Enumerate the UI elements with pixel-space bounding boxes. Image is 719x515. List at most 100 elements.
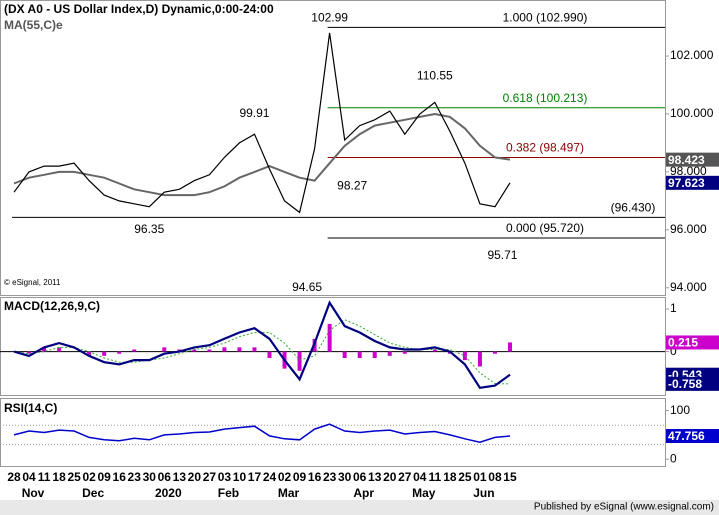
histogram-bar [57, 347, 62, 352]
histogram-bar [132, 349, 137, 352]
month-label: Nov [22, 486, 45, 500]
month-label: May [412, 486, 436, 500]
x-tick-label: 18 [443, 470, 457, 484]
chart-title: (DX A0 - US Dollar Index,D) Dynamic,0:00… [4, 2, 274, 16]
price-annotation: 95.71 [487, 248, 517, 262]
fib-label: 1.000 (102.990) [503, 11, 588, 25]
histogram-bar [432, 349, 437, 352]
histogram-bar [192, 349, 197, 352]
y-tick-label: 1 [670, 301, 677, 315]
histogram-bar [492, 351, 497, 354]
price-annotation: 96.35 [134, 222, 164, 236]
histogram-bar [162, 347, 167, 352]
credit: © eSignal, 2011 [4, 278, 61, 287]
y-tick-label: 0 [670, 451, 677, 465]
histogram-bar [402, 351, 407, 354]
price-last-value: 97.623 [668, 176, 705, 190]
x-tick-label: 25 [67, 470, 81, 484]
x-tick-label: 02 [82, 470, 96, 484]
ma-legend: MA(55,C)e [4, 18, 63, 32]
month-label: 2020 [155, 486, 182, 500]
signal-last-value: -0.758 [668, 377, 702, 391]
price-last-value-box [666, 175, 719, 190]
x-tick-label: 08 [488, 470, 502, 484]
moving-average [13, 112, 511, 197]
ma-last-value-box [666, 152, 719, 167]
histogram-bar [117, 351, 122, 354]
x-tick-label: 09 [98, 470, 112, 484]
x-tick-label: 28 [7, 470, 21, 484]
macd-title: MACD(12,26,9,C) [4, 299, 100, 313]
x-tick-label: 06 [353, 470, 367, 484]
month-label: Apr [353, 486, 374, 500]
month-label: Jun [473, 486, 494, 500]
x-tick-label: 18 [52, 470, 66, 484]
x-tick-label: 15 [503, 470, 517, 484]
y-tick-label: 102.000 [670, 48, 714, 62]
macd-panel [0, 297, 666, 396]
x-tick-label: 23 [323, 470, 337, 484]
x-tick-label: 04 [413, 470, 427, 484]
histogram-bar [387, 351, 392, 356]
rsi-line [13, 423, 511, 443]
x-tick-label: 30 [338, 470, 352, 484]
x-tick-label: 06 [158, 470, 172, 484]
histogram-bar [102, 351, 107, 356]
price-annotation: 99.91 [239, 106, 269, 120]
x-tick-label: 20 [188, 470, 202, 484]
x-tick-label: 13 [368, 470, 382, 484]
fib-label: 0.382 (98.497) [506, 141, 584, 155]
price-annotation: 110.55 [417, 68, 453, 82]
rsi-title: RSI(14,C) [4, 401, 57, 415]
price-line [13, 32, 511, 214]
histogram-bar [372, 351, 377, 358]
macd-line [13, 300, 511, 389]
histogram-bar [462, 351, 467, 361]
x-tick-label: 17 [248, 470, 262, 484]
x-tick-label: 03 [218, 470, 232, 484]
x-tick-label: 20 [383, 470, 397, 484]
y-tick-label: 94.000 [670, 280, 707, 294]
price-panel [0, 0, 666, 296]
fib-label: (96.430) [611, 201, 656, 215]
y-tick-label: 100 [670, 403, 690, 417]
month-label: Dec [82, 486, 104, 500]
histogram-bar [42, 347, 47, 352]
histogram-bar [297, 351, 302, 371]
histogram-bar [267, 351, 272, 358]
histogram-bar [222, 347, 227, 352]
footer: Published by eSignal (www.esignal.com) [534, 502, 714, 513]
histogram-bar [357, 351, 362, 358]
y-tick-label: 96.000 [670, 222, 707, 236]
rsi-panel [0, 398, 666, 467]
month-label: Mar [278, 486, 300, 500]
x-tick-label: 09 [293, 470, 307, 484]
y-tick-label: 0 [670, 344, 677, 358]
x-tick-label: 16 [308, 470, 322, 484]
histogram-bar [27, 351, 32, 354]
fib-label: 0.000 (95.720) [506, 221, 584, 235]
x-tick-label: 27 [398, 470, 412, 484]
x-tick-label: 27 [203, 470, 217, 484]
month-label: Feb [218, 486, 239, 500]
y-tick-label: 100.000 [670, 106, 714, 120]
hist-last-value: 0.215 [668, 336, 698, 350]
price-annotation: 98.27 [337, 179, 367, 193]
x-tick-label: 11 [428, 470, 441, 484]
rsi-last-value: 47.756 [668, 429, 705, 443]
x-tick-label: 30 [143, 470, 157, 484]
rsi-last-value-box [666, 429, 719, 444]
histogram-bar [327, 323, 332, 352]
fib-label: 0.618 (100.213) [503, 91, 588, 105]
hist-last-value-box [666, 335, 719, 350]
histogram-bar [507, 342, 512, 352]
price-annotation: 94.65 [292, 280, 322, 294]
histogram-bar [342, 351, 347, 358]
histogram-bar [237, 347, 242, 352]
x-tick-label: 04 [22, 470, 36, 484]
histogram-bar [477, 351, 482, 367]
x-tick-label: 25 [458, 470, 472, 484]
x-tick-label: 02 [278, 470, 292, 484]
x-tick-label: 16 [113, 470, 127, 484]
